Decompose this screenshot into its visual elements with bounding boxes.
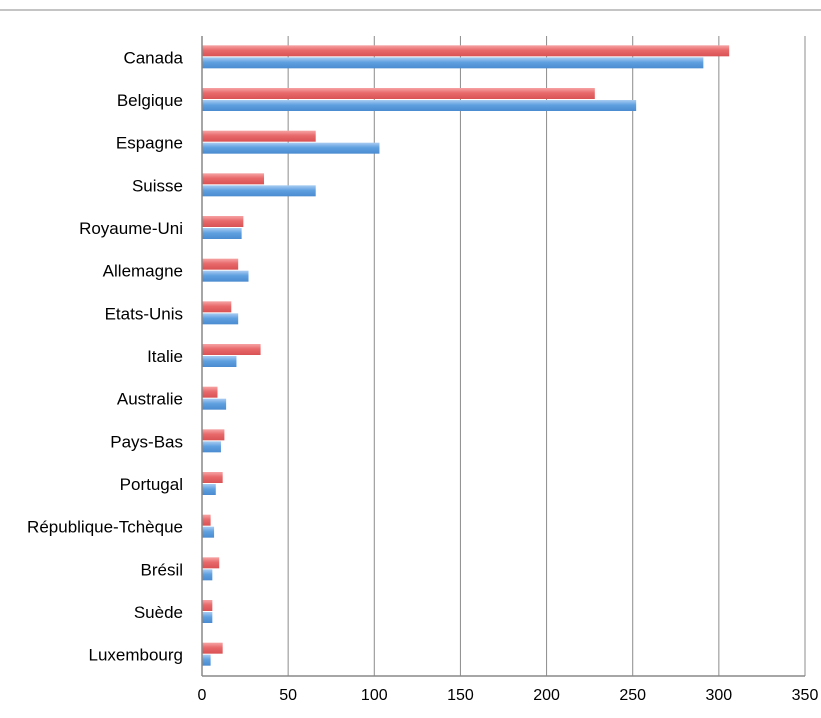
bar xyxy=(202,216,244,227)
x-tick-label: 250 xyxy=(619,687,646,704)
x-tick-label: 200 xyxy=(533,687,560,704)
category-label: Luxembourg xyxy=(88,646,183,665)
bar xyxy=(202,472,223,483)
category-label: République-Tchèque xyxy=(27,518,183,537)
category-label: Royaume-Uni xyxy=(79,219,183,238)
bar xyxy=(202,100,637,111)
x-tick-label: 350 xyxy=(792,687,819,704)
category-label: Australie xyxy=(117,390,183,409)
bars xyxy=(202,45,730,666)
bar xyxy=(202,557,220,569)
category-labels: Canada Belgique Espagne Suisse Royaume-Uni Al… xyxy=(27,48,183,664)
bar xyxy=(202,484,216,495)
bar xyxy=(202,313,239,325)
category-label: Canada xyxy=(123,48,183,67)
category-label: Suède xyxy=(134,603,183,622)
bar xyxy=(202,398,227,410)
category-label: Brésil xyxy=(140,560,183,579)
category-label: Portugal xyxy=(120,475,183,494)
bar xyxy=(202,441,221,453)
bar xyxy=(202,569,213,581)
bar xyxy=(202,142,380,154)
bar xyxy=(202,612,213,623)
bar xyxy=(202,356,237,367)
bar xyxy=(202,258,239,270)
bar xyxy=(202,514,211,526)
category-label: Espagne xyxy=(116,134,183,153)
bar xyxy=(202,642,223,654)
bar xyxy=(202,429,225,441)
bar xyxy=(202,228,242,239)
category-label: Italie xyxy=(147,347,183,366)
bar xyxy=(202,130,316,142)
bar xyxy=(202,270,249,282)
bar xyxy=(202,185,316,197)
x-tick-label: 50 xyxy=(279,687,297,704)
x-tick-label: 0 xyxy=(198,687,207,704)
bar xyxy=(202,173,265,185)
x-axis-tick-labels: 0 50 100 150 200 250 300 350 xyxy=(198,687,819,704)
bar xyxy=(202,88,595,99)
category-label: Pays-Bas xyxy=(110,432,183,451)
category-label: Allemagne xyxy=(103,262,183,281)
bar xyxy=(202,344,261,355)
category-label: Belgique xyxy=(117,91,183,110)
bar xyxy=(202,526,215,538)
x-tick-label: 150 xyxy=(447,687,474,704)
bar xyxy=(202,57,704,69)
bar xyxy=(202,301,232,313)
grid-lines xyxy=(287,36,806,676)
bar xyxy=(202,45,730,57)
category-label: Suisse xyxy=(132,176,183,195)
category-label: Etats-Unis xyxy=(105,304,183,323)
bar xyxy=(202,654,211,666)
bar xyxy=(202,386,218,398)
x-tick-label: 300 xyxy=(706,687,733,704)
x-tick-label: 100 xyxy=(361,687,388,704)
bar xyxy=(202,600,213,611)
